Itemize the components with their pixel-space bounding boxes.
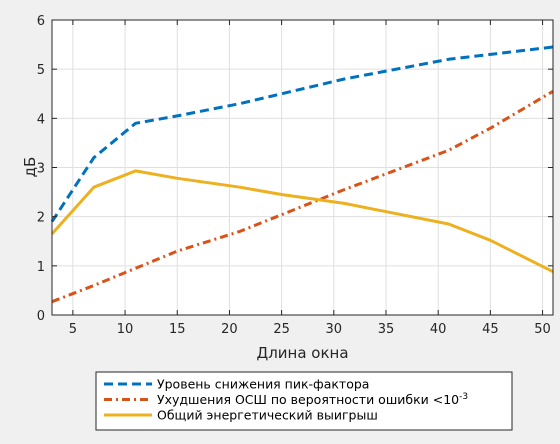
legend-label-text: Уровень снижения пик-фактора bbox=[157, 377, 369, 392]
series-group bbox=[50, 45, 554, 304]
x-tick-label: 40 bbox=[430, 322, 447, 337]
legend-label-0: Уровень снижения пик-фактора bbox=[157, 377, 369, 392]
y-tick-label: 1 bbox=[37, 260, 45, 275]
x-tick-label: 20 bbox=[221, 322, 238, 337]
y-tick-label: 5 bbox=[37, 63, 45, 78]
x-tick-label: 5 bbox=[69, 322, 77, 337]
y-axis: 0 1 2 3 4 5 6 bbox=[37, 14, 553, 324]
x-tick-label: 10 bbox=[117, 322, 134, 337]
y-tick-label: 2 bbox=[37, 211, 45, 226]
legend-box bbox=[95, 371, 513, 431]
series-line-2 bbox=[50, 169, 554, 274]
y-axis-label: дБ bbox=[21, 157, 39, 178]
y-tick-label: 4 bbox=[37, 112, 45, 127]
series-line-0 bbox=[50, 45, 554, 223]
y-tick-label: 6 bbox=[37, 14, 45, 29]
legend-label-2: Общий энергетический выигрыш bbox=[157, 408, 378, 423]
x-tick-label: 25 bbox=[273, 322, 290, 337]
legend-superscript: -3 bbox=[459, 392, 468, 402]
x-tick-label: 30 bbox=[326, 322, 343, 337]
legend-label-1: Ухудшения ОСШ по вероятности ошибки <10-… bbox=[157, 392, 468, 407]
y-tick-label: 0 bbox=[37, 309, 45, 324]
x-axis: 5 10 15 20 25 30 35 40 45 50 bbox=[69, 20, 551, 337]
x-tick-label: 45 bbox=[482, 322, 499, 337]
x-tick-label: 35 bbox=[378, 322, 395, 337]
legend-label-text: Ухудшения ОСШ по вероятности ошибки <10 bbox=[157, 392, 459, 407]
x-tick-label: 50 bbox=[534, 322, 551, 337]
series-line-1 bbox=[51, 90, 554, 304]
y-tick-label: 3 bbox=[37, 162, 45, 177]
legend-label-text: Общий энергетический выигрыш bbox=[157, 408, 378, 423]
x-axis-label: Длина окна bbox=[256, 344, 348, 362]
x-tick-label: 15 bbox=[169, 322, 186, 337]
